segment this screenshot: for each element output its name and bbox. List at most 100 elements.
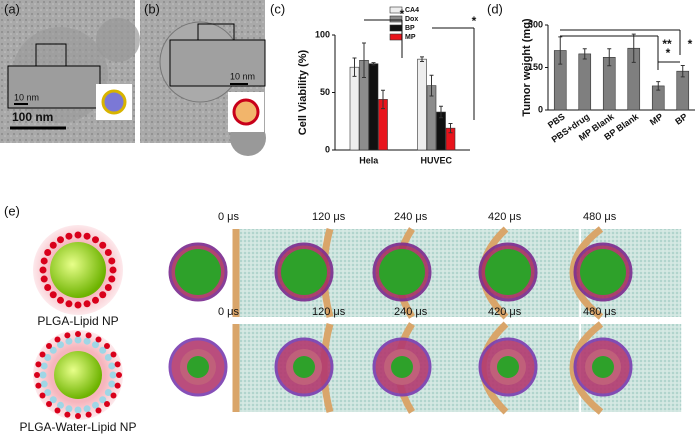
significance-label: *	[666, 46, 671, 60]
lipid-head	[74, 406, 82, 414]
np-core	[175, 249, 221, 295]
error-bar	[420, 56, 424, 62]
lipid-head	[85, 411, 92, 418]
np-core	[50, 242, 106, 298]
x-tick-label: HUVEC	[420, 155, 452, 165]
time-label: 0 μs	[218, 211, 240, 223]
np-core	[592, 356, 614, 378]
significance-label: *	[400, 7, 405, 21]
error-bar	[381, 89, 385, 110]
significance-label: **	[662, 37, 672, 51]
lipid-head	[116, 372, 122, 378]
time-label: 120 μs	[312, 211, 346, 223]
time-label: 120 μs	[312, 306, 346, 318]
np-core	[497, 356, 519, 378]
lipid-head	[65, 232, 73, 240]
y-tick-label: 50	[320, 87, 330, 97]
panel-label: (b)	[144, 1, 160, 16]
np-core	[580, 249, 626, 295]
lipid-head	[39, 371, 47, 379]
scale-label: 10 nm	[230, 71, 255, 81]
panel-label: (a)	[4, 1, 20, 16]
schematic-particle	[232, 98, 260, 126]
lipid-head	[108, 362, 116, 370]
lipid-head	[57, 341, 64, 349]
y-tick-label: 0	[325, 144, 330, 154]
lipid-head	[83, 337, 91, 345]
error-bar	[371, 62, 376, 66]
lipid-head	[64, 411, 71, 418]
inset	[169, 39, 266, 87]
lipid-head	[83, 405, 91, 413]
x-tick-label: MP	[648, 111, 665, 127]
lipid-head	[57, 236, 64, 244]
lipid-head	[108, 380, 116, 388]
np-name: PLGA-Lipid NP	[37, 314, 118, 328]
x-tick-label: Hela	[359, 155, 379, 165]
bilayer	[569, 321, 604, 415]
np-core	[54, 351, 102, 399]
lipid-head	[103, 343, 110, 350]
bilayer	[569, 226, 604, 320]
lipid-head	[44, 389, 52, 396]
lipid-head	[75, 331, 81, 337]
lipid-head	[103, 400, 110, 407]
time-label: 420 μs	[488, 211, 522, 223]
lipid-head	[39, 351, 46, 358]
legend-label: MP	[405, 34, 416, 41]
lipid-head	[44, 284, 52, 291]
time-label: 240 μs	[394, 211, 428, 223]
y-tick-label: 300	[528, 19, 543, 29]
lipid-head	[104, 284, 112, 291]
error-bar	[631, 33, 636, 63]
np-core	[187, 356, 209, 378]
lipid-head	[109, 266, 117, 274]
lipid-head	[92, 341, 99, 349]
lipid-head	[40, 380, 48, 388]
lipid-head	[83, 232, 91, 240]
panel-label: (e)	[4, 203, 20, 218]
lipid-head	[54, 407, 61, 414]
np-core	[281, 249, 327, 295]
lipid-head	[109, 371, 117, 379]
lipid-head	[44, 354, 52, 361]
x-tick-label: BP	[673, 111, 689, 126]
schematic-particle	[101, 89, 127, 115]
scale-label: 10 nm	[14, 92, 39, 102]
error-bar	[607, 48, 612, 67]
lipid-head	[49, 291, 57, 299]
lipid-head	[40, 257, 48, 265]
significance-label: *	[688, 37, 693, 51]
time-label: 480 μs	[583, 306, 617, 318]
time-label: 420 μs	[488, 306, 522, 318]
lipid-head	[74, 301, 82, 309]
error-bar	[352, 57, 357, 77]
lipid-head	[99, 241, 107, 249]
lipid-head	[104, 354, 112, 361]
lipid-head	[92, 401, 99, 409]
significance-label: *	[472, 14, 477, 28]
lipid-head	[40, 275, 48, 283]
np-core	[379, 249, 425, 295]
lipid-head	[49, 396, 57, 404]
lipid-head	[54, 336, 61, 343]
panel-a: 10 nm 100 nm (a)	[0, 0, 140, 143]
lipid-head	[104, 249, 112, 256]
error-bar	[558, 36, 563, 65]
scale-label: 100 nm	[12, 110, 53, 124]
lipid-head	[95, 407, 102, 414]
y-tick-label: 150	[528, 62, 543, 72]
panel-b: 10 nm (b)	[140, 0, 266, 156]
lipid-head	[92, 296, 99, 304]
lipid-head	[40, 362, 48, 370]
lipid-head	[35, 382, 42, 389]
time-label: 480 μs	[583, 211, 617, 223]
np-name: PLGA-Water-Lipid NP	[20, 420, 137, 434]
np-core	[293, 356, 315, 378]
panel-e: PLGA-Lipid NP 0 μs 120 μs 240 μs 420 μs 480 μ…	[20, 211, 682, 434]
particle	[96, 18, 140, 62]
lipid-head	[57, 296, 64, 304]
lipid-head	[95, 336, 102, 343]
bar	[578, 53, 592, 111]
